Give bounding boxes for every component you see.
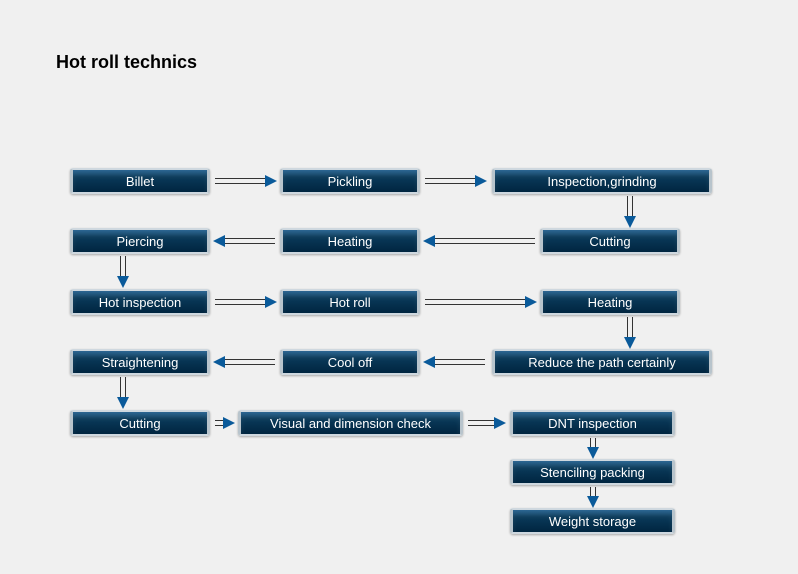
node-cool_off: Cool off [280, 349, 420, 375]
arrow-1 [425, 176, 485, 186]
node-pickling: Pickling [280, 168, 420, 194]
node-heating1: Heating [280, 228, 420, 254]
node-straighten: Straightening [70, 349, 210, 375]
node-hot_insp: Hot inspection [70, 289, 210, 315]
node-stencil: Stenciling packing [510, 459, 675, 485]
arrow-11 [118, 377, 128, 407]
arrow-6 [215, 297, 275, 307]
arrow-5 [118, 256, 128, 286]
arrow-9 [425, 357, 485, 367]
arrow-2 [625, 196, 635, 226]
arrow-8 [625, 317, 635, 347]
node-weight: Weight storage [510, 508, 675, 534]
node-vis_dim: Visual and dimension check [238, 410, 463, 436]
node-dnt: DNT inspection [510, 410, 675, 436]
node-billet: Billet [70, 168, 210, 194]
arrow-0 [215, 176, 275, 186]
node-hot_roll: Hot roll [280, 289, 420, 315]
node-cutting1: Cutting [540, 228, 680, 254]
arrow-3 [425, 236, 535, 246]
node-piercing: Piercing [70, 228, 210, 254]
arrow-7 [425, 297, 535, 307]
node-insp_grind: Inspection,grinding [492, 168, 712, 194]
node-reduce_path: Reduce the path certainly [492, 349, 712, 375]
arrow-10 [215, 357, 275, 367]
arrow-4 [215, 236, 275, 246]
node-cutting2: Cutting [70, 410, 210, 436]
arrow-15 [588, 487, 598, 506]
arrow-12 [215, 418, 233, 428]
page-title: Hot roll technics [56, 52, 197, 73]
arrow-14 [588, 438, 598, 457]
arrow-13 [468, 418, 504, 428]
node-heating2: Heating [540, 289, 680, 315]
